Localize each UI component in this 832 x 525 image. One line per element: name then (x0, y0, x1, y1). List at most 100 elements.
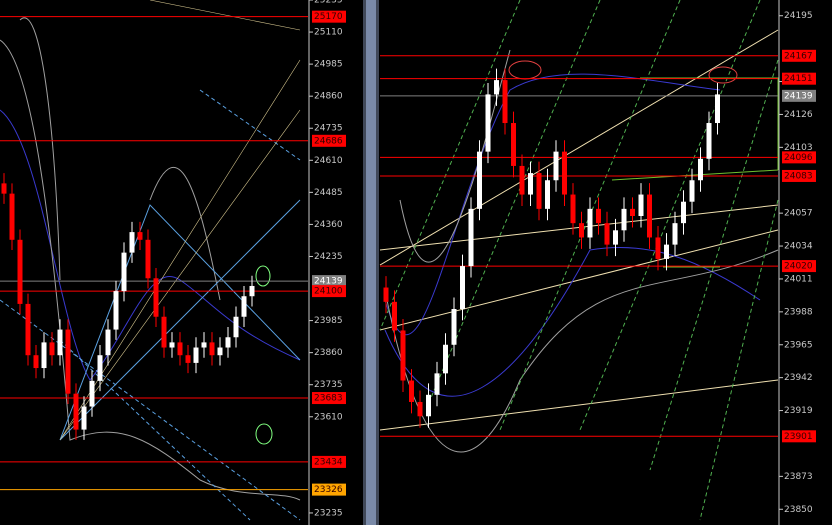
level-label-box (312, 392, 346, 405)
candle-body (596, 208, 601, 224)
y-tick-label: 23942 (784, 373, 813, 383)
candle-body (33, 355, 39, 369)
level-label-box (782, 89, 816, 102)
y-tick-label: 24985 (314, 60, 343, 70)
candle-body (145, 239, 151, 279)
level-label: 24167 (784, 51, 813, 61)
level-label: 23326 (314, 485, 343, 495)
candle-body (65, 329, 71, 394)
candle-body (443, 344, 448, 374)
level-label: 24096 (784, 153, 813, 163)
y-tick-label: 24126 (784, 110, 813, 120)
candle-body (105, 329, 111, 356)
candle-body (392, 301, 397, 331)
candle-body (613, 230, 618, 245)
candle-body (664, 244, 669, 259)
candle-body (706, 123, 712, 159)
level-label-box (312, 285, 346, 298)
level-label: 25170 (314, 12, 343, 22)
candle-body (494, 80, 499, 95)
y-tick-label: 24057 (784, 209, 813, 219)
candle-body (121, 252, 127, 292)
level-label: 24139 (784, 91, 813, 101)
y-tick-label: 24011 (784, 274, 813, 284)
level-label-box (312, 10, 346, 23)
y-tick-label: 24195 (784, 11, 813, 21)
level-label: 24151 (784, 74, 813, 84)
y-tick-label: 23610 (314, 412, 343, 422)
candle-body (553, 151, 559, 181)
level-label: 24686 (314, 136, 343, 146)
candle-body (193, 347, 199, 363)
candle-body (621, 208, 627, 231)
candle-body (81, 406, 87, 430)
candle-body (579, 223, 584, 238)
y-tick-label: 24034 (784, 242, 813, 252)
y-tick-label: 23985 (314, 316, 343, 326)
y-tick-label: 24103 (784, 143, 813, 153)
candle-body (468, 208, 474, 267)
y-tick-label: 23850 (784, 505, 813, 515)
candle-body (17, 239, 23, 304)
candle-body (502, 80, 508, 124)
candle-body (9, 193, 15, 240)
candle-body (451, 308, 457, 345)
y-tick-label: 24360 (314, 220, 343, 230)
candle-body (25, 303, 31, 356)
y-tick-label: 23965 (784, 340, 813, 350)
level-label-box (782, 169, 816, 182)
candle-body (153, 278, 159, 317)
candle-body (655, 237, 661, 259)
candle-body (647, 194, 652, 238)
level-label: 24100 (314, 287, 343, 297)
candle-body (209, 342, 215, 356)
level-label-box (312, 455, 346, 468)
candle-body (477, 151, 482, 209)
candle-body (485, 94, 491, 152)
candle-body (426, 394, 431, 417)
candle-body (536, 173, 542, 209)
level-label: 24083 (784, 171, 813, 181)
candle-body (161, 316, 167, 348)
y-tick-label: 23873 (784, 472, 813, 482)
level-label-box (312, 275, 346, 288)
y-tick-label: 24235 (314, 252, 343, 262)
level-label: 24020 (784, 262, 813, 272)
candle-body (638, 194, 644, 217)
candle-body (233, 316, 239, 338)
candle-body (137, 232, 143, 240)
candle-body (409, 380, 414, 402)
candle-body (169, 342, 175, 348)
level-label-box (782, 430, 816, 443)
candle-body (698, 158, 703, 181)
candle-body (519, 165, 525, 195)
y-tick-label: 23919 (784, 406, 813, 416)
candle-body (562, 151, 567, 195)
candle-body (89, 380, 95, 407)
y-tick-label: 23988 (784, 307, 813, 317)
y-tick-label: 23860 (314, 348, 343, 358)
candle-body (217, 347, 223, 356)
level-label: 24139 (314, 277, 343, 287)
candle-body (672, 223, 678, 245)
y-tick-label: 24860 (314, 92, 343, 102)
y-tick-label: 23735 (314, 380, 343, 390)
level-label: 23683 (314, 394, 343, 404)
candle-body (715, 94, 720, 124)
candle-body (177, 342, 183, 356)
level-label: 23901 (784, 432, 813, 442)
level-label-box (782, 260, 816, 273)
y-tick-label: 24485 (314, 188, 343, 198)
candle-body (249, 285, 255, 297)
candle-body (201, 342, 207, 348)
y-tick-label: 24610 (314, 156, 343, 166)
candle-body (73, 393, 79, 430)
level-label-box (782, 151, 816, 164)
splitter-handle[interactable] (366, 0, 376, 525)
level-label-box (312, 134, 346, 147)
candle-body (129, 232, 135, 253)
candle-body (49, 342, 55, 356)
candle-body (689, 180, 695, 202)
